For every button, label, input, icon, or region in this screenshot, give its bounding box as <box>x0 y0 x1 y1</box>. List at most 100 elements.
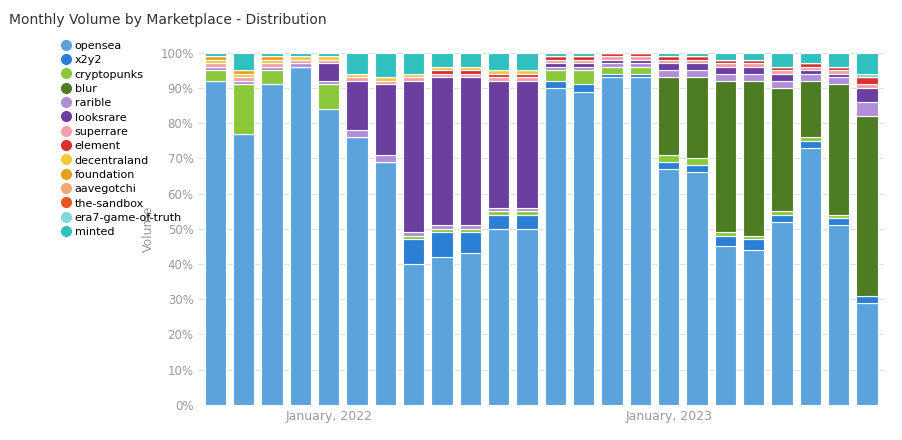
Bar <box>602 60 622 63</box>
Bar <box>714 236 736 246</box>
Bar <box>743 74 764 81</box>
Bar <box>205 60 226 63</box>
Bar <box>828 74 850 77</box>
Bar <box>262 84 282 405</box>
Bar <box>771 74 793 81</box>
Bar <box>346 74 368 77</box>
Bar <box>714 63 736 67</box>
Bar <box>488 70 510 74</box>
Bar <box>431 232 453 257</box>
Bar <box>658 70 679 77</box>
Bar <box>488 208 510 211</box>
Bar <box>403 232 424 236</box>
Bar <box>800 148 821 405</box>
Bar <box>743 239 764 250</box>
Bar <box>346 137 368 405</box>
Bar <box>573 67 594 70</box>
Bar <box>602 74 622 77</box>
Bar <box>714 53 736 60</box>
Bar <box>460 225 481 229</box>
Bar <box>828 225 850 405</box>
Bar <box>573 53 594 56</box>
Bar <box>517 77 538 81</box>
Bar <box>771 211 793 215</box>
Bar <box>403 77 424 81</box>
Bar <box>573 84 594 92</box>
Bar <box>205 70 226 81</box>
Bar <box>573 56 594 60</box>
Bar <box>686 70 708 77</box>
Bar <box>545 70 566 81</box>
Bar <box>743 250 764 405</box>
Bar <box>743 81 764 236</box>
Bar <box>856 74 878 77</box>
Bar <box>828 84 850 215</box>
Bar <box>545 60 566 63</box>
Bar <box>743 63 764 67</box>
Bar <box>460 253 481 405</box>
Bar <box>686 56 708 60</box>
Bar <box>403 236 424 239</box>
Bar <box>686 165 708 172</box>
Bar <box>658 56 679 60</box>
Bar <box>346 53 368 74</box>
Bar <box>743 236 764 239</box>
Legend: opensea, x2y2, cryptopunks, blur, rarible, looksrare, superrare, element, decent: opensea, x2y2, cryptopunks, blur, raribl… <box>63 41 182 237</box>
Bar <box>318 109 339 405</box>
Bar <box>290 67 311 405</box>
Bar <box>233 74 254 77</box>
Bar <box>856 53 878 74</box>
Bar <box>233 53 254 70</box>
Bar <box>488 77 510 81</box>
Bar <box>658 77 679 155</box>
Bar <box>403 81 424 232</box>
Bar <box>602 56 622 60</box>
Bar <box>374 77 396 81</box>
Bar <box>233 77 254 81</box>
Bar <box>686 60 708 63</box>
Bar <box>771 81 793 88</box>
Bar <box>856 116 878 296</box>
Bar <box>800 137 821 141</box>
Bar <box>856 88 878 102</box>
Bar <box>403 264 424 405</box>
Bar <box>403 53 424 74</box>
Bar <box>771 222 793 405</box>
Bar <box>658 162 679 169</box>
Bar <box>714 60 736 63</box>
Bar <box>488 81 510 208</box>
Bar <box>658 53 679 56</box>
Bar <box>205 67 226 70</box>
Bar <box>517 53 538 70</box>
Bar <box>517 81 538 208</box>
Bar <box>233 134 254 405</box>
Bar <box>828 215 850 218</box>
Bar <box>545 53 566 56</box>
Bar <box>318 56 339 60</box>
Bar <box>233 70 254 74</box>
Bar <box>630 74 651 77</box>
Bar <box>686 53 708 56</box>
Bar <box>262 56 282 60</box>
Bar <box>630 63 651 67</box>
Bar <box>573 63 594 67</box>
Bar <box>488 211 510 215</box>
Bar <box>658 60 679 63</box>
Bar <box>346 81 368 130</box>
Bar <box>431 53 453 67</box>
Bar <box>573 70 594 84</box>
Bar <box>828 67 850 70</box>
Bar <box>233 84 254 134</box>
Bar <box>318 84 339 109</box>
Bar <box>771 70 793 74</box>
Bar <box>205 53 226 56</box>
Bar <box>545 88 566 405</box>
Bar <box>714 232 736 236</box>
Bar <box>460 77 481 225</box>
Bar <box>460 74 481 77</box>
Bar <box>431 257 453 405</box>
Bar <box>800 74 821 81</box>
Bar <box>262 53 282 56</box>
Bar <box>771 53 793 67</box>
Bar <box>262 63 282 67</box>
